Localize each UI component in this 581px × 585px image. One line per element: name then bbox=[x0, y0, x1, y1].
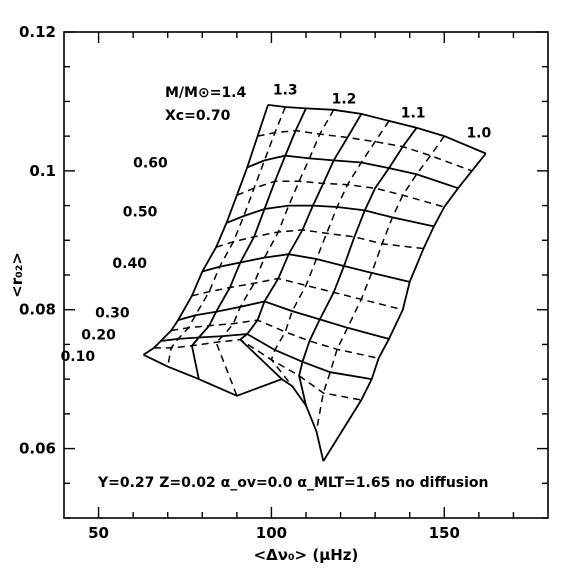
y-tick-label: 0.12 bbox=[19, 23, 56, 41]
isochrone-xc-0_25 bbox=[171, 319, 379, 360]
y-tick-label: 0.1 bbox=[29, 162, 56, 180]
isochrone-xc-0_7 bbox=[267, 104, 487, 155]
y-tick-label: 0.08 bbox=[19, 301, 56, 319]
isochrone-xc-0_45 bbox=[215, 229, 424, 250]
track-mass-1_2 bbox=[238, 113, 363, 380]
y-tick-label: 0.06 bbox=[19, 440, 56, 458]
xc-label: 0.30 bbox=[95, 305, 130, 321]
isochrone-xc-0_65 bbox=[257, 129, 473, 172]
footnote-parameters: Y=0.27 Z=0.02 α_ov=0.0 α_MLT=1.65 no dif… bbox=[97, 475, 489, 491]
mass-label: 1.1 bbox=[401, 105, 426, 121]
isochrone-xc-0_35 bbox=[191, 277, 403, 311]
chart-annotations: M/M⊙=1.4 Xc=0.70 Y=0.27 Z=0.02 α_ov=0.0 … bbox=[8, 82, 492, 564]
xc-label: 0.40 bbox=[112, 256, 147, 272]
track-mass-1_0 bbox=[322, 152, 487, 462]
y-axis-label: <r₀₂> bbox=[8, 252, 26, 298]
xc-label: 0.20 bbox=[81, 328, 116, 344]
xc-label: 0.60 bbox=[133, 155, 168, 171]
xc-label: 0.50 bbox=[123, 205, 158, 221]
mass-label: 1.3 bbox=[273, 82, 298, 98]
isochrone-xc-0_5 bbox=[226, 204, 435, 228]
isochrone-lines bbox=[143, 104, 487, 462]
axis-ticks: 50 100 150 0.06 0.08 0.1 0.12 bbox=[19, 23, 548, 542]
isochrone-xc-0_4 bbox=[202, 253, 410, 283]
mass-header-label: M/M⊙=1.4 bbox=[165, 85, 246, 101]
isochrone-xc-0_6 bbox=[246, 154, 459, 190]
plot-frame bbox=[63, 31, 549, 519]
mass-label: 1.0 bbox=[466, 126, 491, 142]
mass-label: 1.2 bbox=[332, 92, 357, 108]
track-mass-1_25 bbox=[215, 109, 335, 397]
isochrone-xc-0_3 bbox=[177, 300, 390, 340]
isochrone-xc-0_55 bbox=[236, 180, 445, 208]
track-mass-1_3 bbox=[190, 108, 307, 380]
x-tick-label: 150 bbox=[429, 524, 460, 542]
x-tick-label: 50 bbox=[88, 524, 109, 542]
isochrone-xc-0_2 bbox=[160, 333, 372, 380]
isochrone-xc-0_15 bbox=[153, 338, 362, 401]
track-mass-1_4 bbox=[143, 104, 269, 356]
xc-header-label: Xc=0.70 bbox=[165, 108, 231, 124]
isochrone-xc-0_1 bbox=[143, 353, 325, 462]
xc-label: 0.10 bbox=[61, 349, 96, 365]
x-tick-label: 100 bbox=[256, 524, 287, 542]
x-axis-label: <Δν₀> (μHz) bbox=[254, 546, 359, 564]
